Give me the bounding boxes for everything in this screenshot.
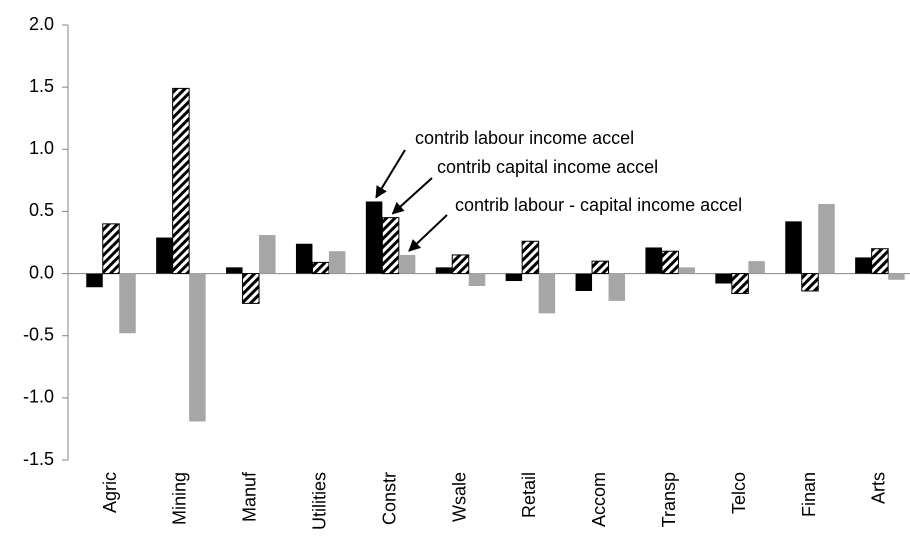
bar (226, 267, 243, 274)
y-tick-label: 0.0 (29, 262, 54, 282)
bar (468, 273, 486, 286)
x-tick-label: Finan (799, 472, 819, 517)
bar (731, 273, 749, 294)
bar (521, 240, 540, 275)
bar (818, 203, 835, 274)
x-tick-label: Wsale (449, 472, 469, 522)
x-tick-label: Transp (659, 472, 679, 527)
y-tick-label: 0.5 (29, 200, 54, 220)
bar (855, 257, 872, 274)
bar (785, 221, 802, 274)
bar (156, 237, 173, 274)
x-tick-label: Manuf (240, 471, 260, 522)
y-tick-label: 1.0 (29, 138, 54, 158)
x-tick-label: Agric (100, 472, 120, 513)
bar (398, 254, 416, 274)
legend-label: contrib labour - capital income accel (455, 195, 742, 215)
bar (172, 87, 190, 275)
bar (365, 201, 383, 274)
y-tick-label: -0.5 (23, 324, 54, 344)
bar (591, 260, 610, 275)
bar (381, 217, 400, 275)
bar (435, 267, 453, 274)
bar (608, 273, 626, 301)
bar (645, 247, 662, 274)
bar (295, 243, 313, 274)
bar (189, 273, 206, 422)
bar (538, 273, 556, 314)
bar (888, 273, 905, 280)
legend-label: contrib capital income accel (437, 157, 658, 177)
y-tick-label: 1.5 (29, 76, 54, 96)
bar (871, 248, 889, 275)
y-tick-label: 2.0 (29, 14, 54, 34)
bar (748, 261, 765, 274)
legend-label: contrib labour income accel (415, 128, 634, 148)
bar (328, 251, 346, 274)
legend-arrow (408, 214, 448, 252)
y-tick-label: -1.0 (23, 387, 54, 407)
x-tick-label: Retail (519, 472, 539, 518)
bar (678, 267, 695, 274)
bar (86, 273, 103, 288)
legend-arrow (391, 177, 433, 215)
bar (715, 273, 732, 284)
bar (451, 254, 470, 275)
x-tick-label: Mining (170, 472, 190, 525)
x-tick-label: Arts (869, 472, 889, 504)
bar (259, 235, 276, 274)
y-tick-label: -1.5 (23, 449, 54, 469)
x-tick-label: Utilities (309, 472, 329, 530)
bar (801, 273, 819, 292)
bar (102, 223, 120, 275)
x-tick-label: Accom (589, 472, 609, 527)
x-tick-label: Constr (379, 472, 399, 525)
bar (242, 273, 260, 304)
bar (661, 250, 679, 275)
bar (505, 273, 523, 282)
legend-arrow (375, 149, 406, 199)
bar (119, 273, 136, 334)
bar (311, 261, 330, 275)
bar (575, 273, 593, 291)
x-tick-label: Telco (729, 472, 749, 514)
